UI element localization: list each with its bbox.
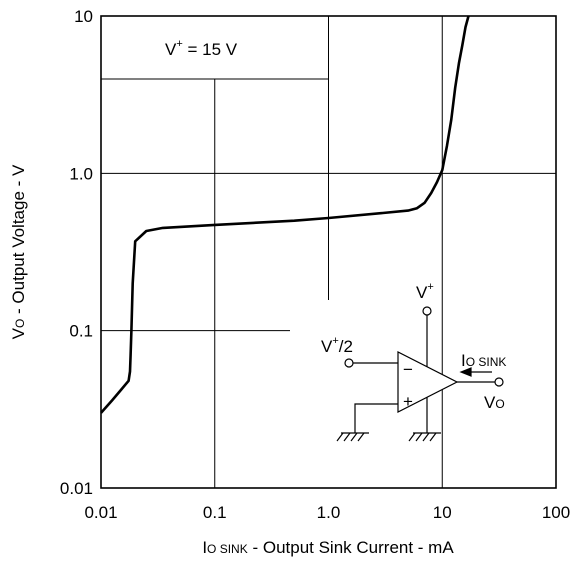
vplus-terminal bbox=[422, 306, 432, 316]
annotation-text: V+ = 15 V bbox=[165, 38, 238, 59]
inset-minus-sign: − bbox=[403, 360, 413, 379]
vo-terminal bbox=[494, 377, 504, 387]
x-tick-label: 1.0 bbox=[317, 503, 341, 522]
y-tick-label: 10 bbox=[74, 7, 93, 26]
test-circuit-inset bbox=[336, 306, 504, 442]
x-tick-label: 0.1 bbox=[203, 503, 227, 522]
grid-lines bbox=[101, 16, 556, 488]
series-line bbox=[100, 15, 470, 414]
y-tick-label: 0.1 bbox=[69, 322, 93, 341]
x-tick-label: 0.01 bbox=[84, 503, 117, 522]
y-tick-label: 1.0 bbox=[69, 164, 93, 183]
y-tick-label: 0.01 bbox=[60, 479, 93, 498]
plot-frame bbox=[100, 15, 557, 489]
vhalf-terminal bbox=[344, 358, 354, 368]
inset-vplus-label: V+ bbox=[416, 281, 434, 302]
x-axis-label: IO SINK - Output Sink Current - mA bbox=[202, 538, 454, 557]
inset-vhalf-label: V+/2 bbox=[321, 335, 353, 356]
x-tick-label: 100 bbox=[542, 503, 570, 522]
tick-labels: 0.01 0.1 1.0 10 100 0.01 0.1 1.0 10 bbox=[60, 7, 570, 522]
current-arrow bbox=[459, 367, 472, 377]
y-axis-label: VO - Output Voltage - V bbox=[9, 164, 28, 339]
inset-plus-sign: + bbox=[403, 392, 413, 411]
inset-iosink-label: IO SINK bbox=[461, 351, 506, 370]
inset-vo-label: VO bbox=[484, 393, 505, 412]
x-tick-label: 10 bbox=[433, 503, 452, 522]
